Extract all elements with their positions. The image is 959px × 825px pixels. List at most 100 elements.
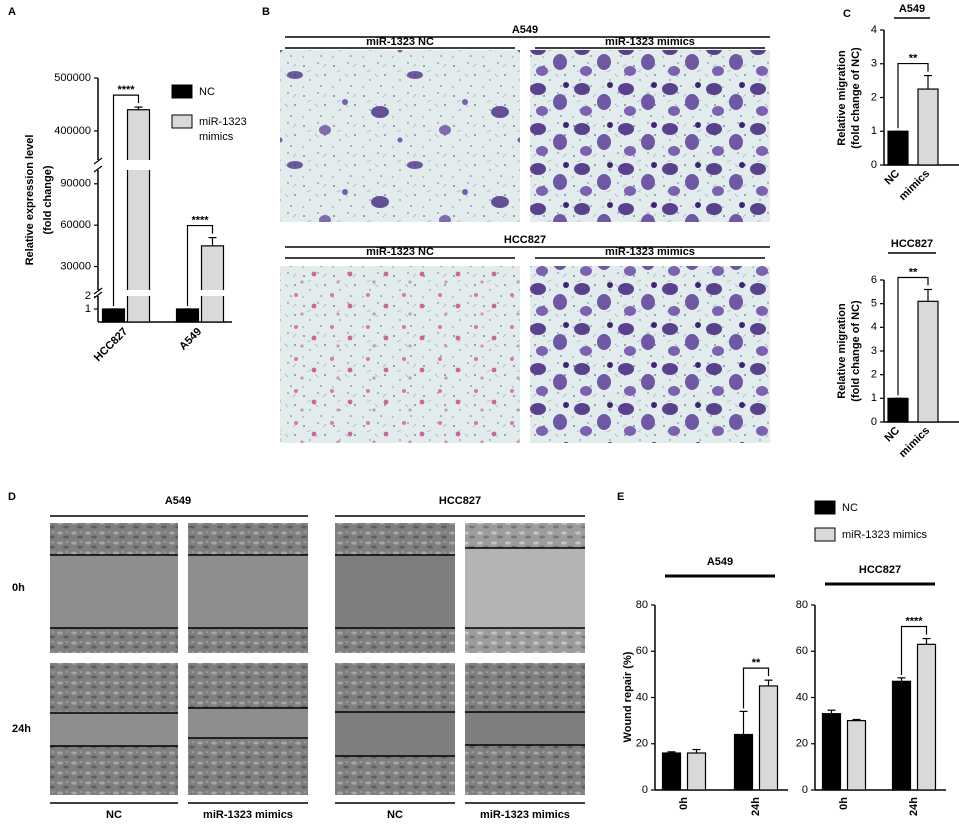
x-tick-label: HCC827 [92,326,130,364]
y-tick-label: 80 [796,599,808,611]
group-title: A549 [165,495,191,507]
bar [661,752,682,791]
bar [101,308,126,323]
legend-label-line: NC [199,86,215,98]
x-tick-label: NC [882,168,902,188]
micrograph-cells [280,50,520,222]
panel-label: C [843,8,851,20]
x-tick-label: 0h [838,797,850,810]
bar [887,397,909,423]
y-tick-label: 3 [871,345,877,357]
bar [846,720,867,791]
y-axis-label: Relative migration [836,303,848,399]
wound-gap [50,555,178,628]
legend-swatch [814,527,836,542]
y-tick-label: 400000 [54,125,91,137]
chart-title: A549 [707,556,733,568]
x-tick-label: NC [882,425,902,445]
y-tick-label: 0 [871,416,877,428]
legend-label: NC [842,502,858,514]
error-bar [667,751,676,753]
x-tick-label: 0h [678,797,690,810]
y-tick-label: 60 [796,645,808,657]
bar [891,680,912,791]
y-tick-label: 3 [871,58,877,70]
y-tick-label: 20 [796,738,808,750]
error-bar [924,74,932,90]
x-tick-label: mimics [897,168,932,203]
column-label: NC [387,809,403,821]
legend-swatch [171,114,193,129]
panel-label: E [617,491,624,503]
y-tick-label: 2 [871,369,877,381]
wound-gap [465,548,585,628]
y-tick-label: 4 [871,24,877,36]
axis-break [93,165,103,173]
y-axis-label: (fold change of NC) [850,47,862,149]
y-axis-label: Wound repair (%) [622,651,634,742]
legend-label: miR-1323 mimics [842,529,927,541]
axis-break [93,157,103,165]
error-bar [852,718,861,721]
micrograph-cells [280,266,520,443]
y-tick-label: 2 [871,91,877,103]
significance-bracket [742,667,770,709]
significance-bracket [897,276,929,396]
significance-label: **** [905,615,923,627]
bar [758,685,779,791]
y-tick-label: 0 [642,784,648,796]
panel-label: A [8,6,16,18]
wound-gap [50,713,178,746]
column-label: miR-1323 mimics [480,809,570,821]
error-bar [134,106,143,110]
significance-label: **** [191,214,209,226]
group-title: HCC827 [504,234,546,246]
y-tick-label: 30000 [60,260,91,272]
chart-title: HCC827 [891,238,933,250]
x-tick-label: 24h [750,797,762,816]
bar [917,300,939,423]
bar [686,752,707,791]
error-bar [922,637,931,645]
bar [733,733,754,791]
wound-gap [188,708,308,738]
y-tick-label: 1 [871,392,877,404]
column-title: miR-1323 NC [366,246,434,258]
error-bar [739,710,748,735]
legend-swatch [814,500,836,515]
error-bar [208,236,217,246]
axis-break-gap [92,290,232,296]
y-tick-label: 40 [796,691,808,703]
error-bar [827,709,836,714]
y-tick-label: 60000 [60,219,91,231]
column-label: miR-1323 mimics [203,809,293,821]
axis-break [93,287,103,295]
axis-break [93,291,103,299]
y-tick-label: 0 [802,784,808,796]
y-tick-label: 1 [871,125,877,137]
column-title: miR-1323 mimics [605,246,695,258]
panel-label: B [262,6,270,18]
wound-gap [335,555,455,628]
y-tick-label: 60 [636,645,648,657]
chart-title: HCC827 [859,564,901,576]
legend-label-line: miR-1323 [199,116,247,128]
chart-title: A549 [899,3,925,15]
y-axis-label: Relative migration [836,50,848,146]
column-title: miR-1323 NC [366,36,434,48]
bar [916,643,937,791]
y-axis-label: (fold change) [42,165,54,234]
legend-label: NC [199,86,215,98]
wound-gap [335,712,455,756]
y-tick-label: 40 [636,691,648,703]
error-bar [692,748,701,753]
bar [887,130,909,166]
bar [917,88,939,166]
y-tick-label: 20 [636,738,648,750]
micrograph-cells [530,50,770,222]
x-tick-label: A549 [177,326,204,353]
group-title: A549 [512,24,538,36]
